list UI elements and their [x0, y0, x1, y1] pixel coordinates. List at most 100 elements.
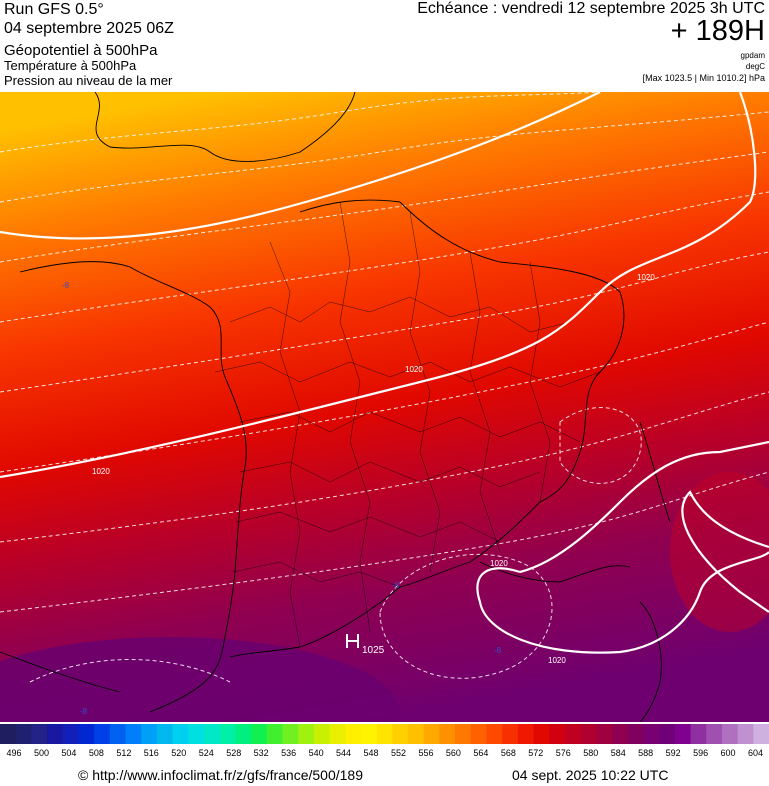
- scale-label: 504: [61, 748, 77, 758]
- scale-swatch: [172, 724, 189, 744]
- scale-swatch: [470, 724, 488, 744]
- lead-time: + 189H: [670, 15, 765, 47]
- scale-swatch: [564, 724, 582, 744]
- isotherm-label: -8: [494, 646, 502, 655]
- layer-geopotential: Géopotentiel à 500hPa: [4, 42, 158, 59]
- scale-label: 596: [693, 748, 709, 758]
- scale-swatch: [517, 724, 535, 744]
- scale-swatch: [313, 724, 331, 744]
- isobar-label: 1020: [92, 467, 110, 476]
- scale-label: 580: [583, 748, 599, 758]
- scale-swatch: [439, 724, 456, 744]
- geopotential-field: [0, 92, 769, 722]
- scale-swatch: [282, 724, 299, 744]
- scale-swatch: [392, 724, 409, 744]
- scale-swatch: [31, 724, 48, 744]
- scale-swatch: [94, 724, 111, 744]
- admin-departments: [214, 201, 601, 648]
- scale-swatch: [47, 724, 64, 744]
- scale-swatch: [627, 724, 644, 744]
- forecast-time: Echéance : vendredi 12 septembre 2025 3h…: [417, 0, 765, 17]
- isotherm-label: -8: [80, 707, 88, 716]
- warm-anomaly: [670, 472, 769, 632]
- scale-swatch: [78, 724, 95, 744]
- run-date: 04 septembre 2025 06Z: [4, 20, 174, 37]
- scale-swatch: [612, 724, 629, 744]
- scale-swatch: [204, 724, 221, 744]
- high-pressure-value: 1025: [362, 645, 385, 656]
- isobar-label: 1020: [405, 365, 423, 374]
- scale-swatch: [235, 724, 252, 744]
- scale-swatch: [455, 724, 472, 744]
- scale-swatch: [502, 724, 519, 744]
- color-scale: [0, 724, 769, 744]
- layer-temperature: Température à 500hPa: [4, 58, 137, 73]
- pressure-center-high: [346, 634, 359, 648]
- scale-label: 560: [445, 748, 461, 758]
- isotherm-label: -8: [392, 581, 400, 590]
- scale-swatch: [596, 724, 613, 744]
- isobar-label: 1020: [490, 559, 508, 568]
- temperature-isotherms: [0, 92, 769, 683]
- unit-degc: degC: [745, 62, 765, 71]
- scale-swatch: [706, 724, 723, 744]
- scale-swatch: [345, 724, 362, 744]
- scale-swatch: [125, 724, 142, 744]
- pressure-minmax: [Max 1023.5 | Min 1010.2] hPa: [642, 73, 765, 83]
- scale-swatch: [721, 724, 739, 744]
- scale-swatch: [109, 724, 127, 744]
- scale-label: 548: [363, 748, 379, 758]
- scale-label: 512: [116, 748, 132, 758]
- scale-swatch: [251, 724, 268, 744]
- scale-swatch: [737, 724, 754, 744]
- scale-swatch: [549, 724, 566, 744]
- scale-label: 584: [610, 748, 626, 758]
- scale-swatch: [486, 724, 503, 744]
- scale-swatch: [0, 724, 17, 744]
- scale-label: 600: [720, 748, 736, 758]
- run-title: Run GFS 0.5°: [4, 1, 104, 18]
- coastlines-borders: [0, 92, 671, 722]
- scale-label: 556: [418, 748, 434, 758]
- scale-swatch: [643, 724, 660, 744]
- isobar-label: 1020: [637, 273, 655, 282]
- scale-label: 576: [555, 748, 571, 758]
- footer-timestamp: 04 sept. 2025 10:22 UTC: [512, 767, 669, 783]
- scale-swatch: [533, 724, 550, 744]
- scale-swatch: [423, 724, 440, 744]
- scale-label: 564: [473, 748, 489, 758]
- scale-swatch: [219, 724, 236, 744]
- scale-label: 516: [143, 748, 159, 758]
- scale-swatch: [674, 724, 692, 744]
- scale-label: 540: [308, 748, 324, 758]
- scale-label: 528: [226, 748, 242, 758]
- isobar-label: 1020: [548, 656, 566, 665]
- scale-swatch: [360, 724, 378, 744]
- cold-core-region: [0, 637, 400, 722]
- scale-label: 588: [638, 748, 654, 758]
- scale-swatch: [141, 724, 158, 744]
- unit-gpdam: gpdam: [740, 51, 765, 60]
- layer-pressure: Pression au niveau de la mer: [4, 73, 173, 88]
- scale-label: 592: [665, 748, 681, 758]
- scale-label: 500: [33, 748, 49, 758]
- scale-label: 520: [171, 748, 187, 758]
- color-scale-labels: 496 500 504 508 512 516 520 524 528 532 536 540 544 5…: [0, 748, 769, 760]
- scale-swatch: [62, 724, 79, 744]
- scale-swatch: [298, 724, 315, 744]
- scale-swatch: [408, 724, 425, 744]
- scale-label: 524: [198, 748, 214, 758]
- scale-label: 552: [390, 748, 407, 758]
- isotherm-label: -8: [62, 281, 70, 290]
- footer-url[interactable]: © http://www.infoclimat.fr/z/gfs/france/…: [78, 767, 363, 783]
- scale-label: 544: [336, 748, 352, 758]
- scale-swatch: [156, 724, 174, 744]
- scale-label: 568: [500, 748, 516, 758]
- scale-label: 572: [528, 748, 544, 758]
- sea-level-isobars: [0, 92, 769, 654]
- scale-label: 496: [6, 748, 22, 758]
- scale-swatch: [188, 724, 205, 744]
- weather-map: 1020 1020 1020 1020 1020 1025 -8 -8 -8 -…: [0, 92, 769, 722]
- scale-swatch: [329, 724, 346, 744]
- scale-label: 604: [748, 748, 764, 758]
